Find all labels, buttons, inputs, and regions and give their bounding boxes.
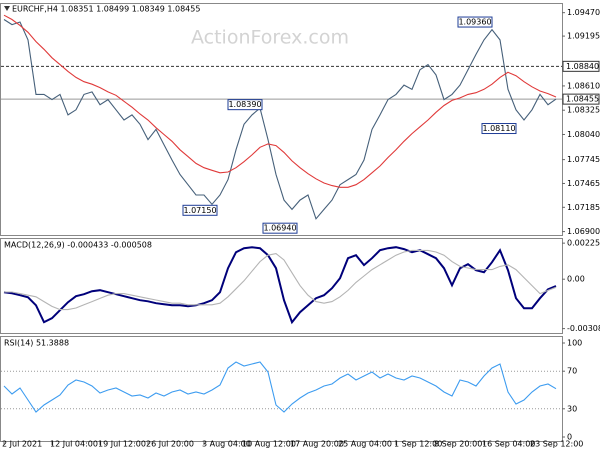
annotation-box [182,204,218,216]
y-tick-label: 1.07185 [567,203,600,212]
price-title: EURCHF,H4 1.08351 1.08499 1.08349 1.0845… [12,5,200,14]
series-line [4,249,557,311]
x-tick-label: 10 Aug 12:00 [242,440,296,449]
x-tick-label: 8 Sep 20:00 [434,440,482,449]
x-tick-label: 26 Jul 20:00 [146,440,194,449]
x-tick-label: 16 Sep 04:00 [482,440,535,449]
x-tick-label: 17 Aug 20:00 [290,440,344,449]
rsi-title: RSI(14) 51.3888 [4,339,69,348]
series-line [3,246,557,325]
y-tick-label: 0.002254 [567,239,600,248]
price-label-box [562,93,600,105]
y-tick-label: 100 [567,339,582,348]
price-label-box [562,60,600,72]
y-tick-label: 0.00 [567,275,585,284]
series-line [3,361,557,413]
y-tick-label: 1.07465 [567,179,600,188]
annotation-label: 1.08390 [228,100,261,109]
y-tick-label: 1.08040 [567,130,600,139]
y-tick-label: 1.08610 [567,81,600,90]
annotation-label: 1.06940 [263,224,296,233]
y-tick-label: 70 [567,367,577,376]
watermark: ActionForex.com [191,27,349,49]
annotation-box [262,222,298,234]
y-tick-label: 1.08325 [567,106,600,115]
annotation-box [457,16,493,28]
y-tick-label: 30 [567,404,577,413]
price-label: 1.08455 [566,95,599,104]
annotation-box [481,123,517,135]
macd-panel [0,238,563,334]
series-line [3,19,557,220]
x-tick-label: 12 Jul 04:00 [50,440,98,449]
x-tick-label: 23 Sep 12:00 [530,440,583,449]
y-tick-label: 1.07745 [567,155,600,164]
x-tick-label: 25 Aug 04:00 [338,440,392,449]
y-tick-label: 1.09470 [567,8,600,17]
series-line [3,14,557,188]
annotation-label: 1.09360 [458,18,491,27]
annotation-label: 1.08110 [482,124,515,133]
x-tick-label: 3 Aug 04:00 [202,440,251,449]
y-tick-label: 0 [567,433,572,442]
title-icon [4,6,10,11]
x-tick-label: 1 Sep 12:00 [394,440,442,449]
price-panel [0,3,563,236]
price-label: 1.08840 [566,62,599,71]
x-tick-label: 19 Jul 12:00 [98,440,146,449]
y-tick-label: 1.09195 [567,32,600,41]
rsi-panel [0,336,563,442]
annotation-box [227,99,263,111]
macd-title: MACD(12,26,9) -0.000433 -0.000508 [4,241,152,250]
x-tick-label: 2 Jul 2021 [2,440,42,449]
annotation-label: 1.07150 [183,206,216,215]
y-tick-label: 1.06900 [567,227,600,236]
y-tick-label: -0.003088 [567,324,600,333]
